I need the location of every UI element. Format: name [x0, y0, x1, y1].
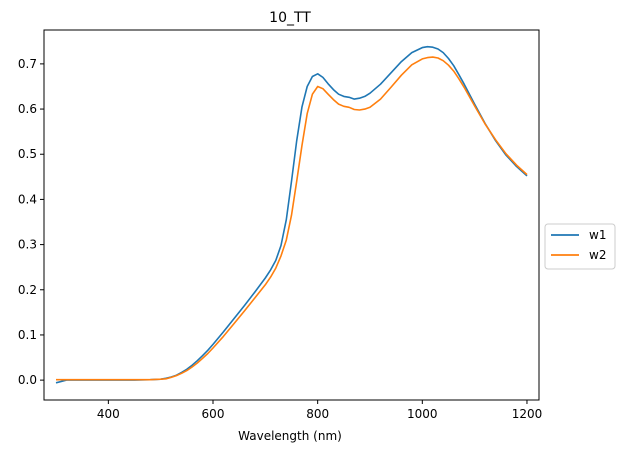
legend-label-w1: w1: [589, 228, 606, 242]
legend-label-w2: w2: [589, 248, 606, 262]
y-tick-label: 0.7: [18, 57, 37, 71]
x-tick-label: 400: [97, 407, 120, 421]
y-axis-ticks: 0.0 0.1 0.2 0.3 0.4 0.5 0.6 0.7: [18, 57, 44, 387]
x-axis-label: Wavelength (nm): [238, 429, 342, 443]
y-tick-label: 0.2: [18, 283, 37, 297]
plot-frame: [43, 29, 540, 401]
chart-title: 10_TT: [269, 10, 311, 26]
y-tick-label: 0.3: [18, 238, 37, 252]
y-tick-label: 0.1: [18, 328, 37, 342]
x-tick-label: 800: [306, 407, 329, 421]
x-tick-label: 600: [202, 407, 225, 421]
y-tick-label: 0.0: [18, 373, 37, 387]
y-tick-label: 0.6: [18, 102, 37, 116]
y-tick-label: 0.4: [18, 192, 37, 206]
plot-lines: [55, 45, 528, 384]
x-tick-label: 1000: [407, 407, 438, 421]
y-tick-label: 0.5: [18, 147, 37, 161]
x-axis-ticks: 400 600 800 1000 1200: [97, 400, 542, 421]
x-tick-label: 1200: [512, 407, 543, 421]
series-line-w2: [56, 56, 528, 381]
